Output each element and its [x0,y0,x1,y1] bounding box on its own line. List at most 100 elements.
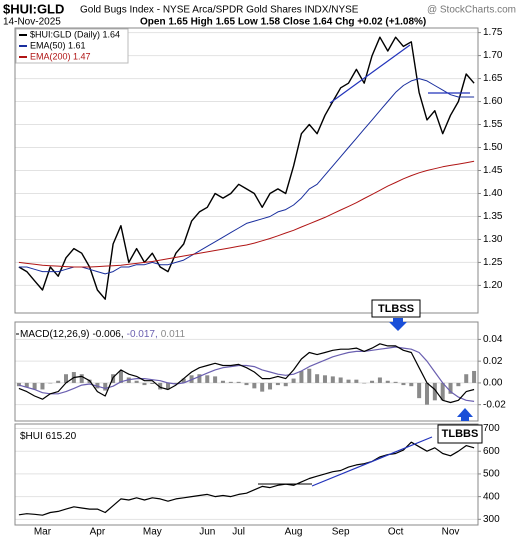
x-tick-label: Aug [285,527,303,538]
histogram-bar [346,379,351,383]
trend-line [329,44,411,104]
quote: Open 1.65 High 1.65 Low 1.58 Close 1.64 … [140,17,426,28]
legend-label: EMA(50) 1.61 [30,40,86,50]
y-tick-label: 1.45 [483,165,503,176]
legend-value: -0.006, [92,329,123,340]
y-tick-label: 0.04 [483,334,503,345]
histogram-bar [432,382,437,401]
histogram-bar [456,382,461,387]
annotation-box [371,299,421,318]
series-line [18,441,475,516]
histogram-bar [103,382,108,391]
y-tick-label: 1.35 [483,211,503,222]
y-tick-label: 700 [483,423,500,434]
x-tick-label: Oct [388,527,404,538]
histogram-bar [48,382,53,384]
histogram-bar [362,382,367,384]
histogram-bar [283,382,288,387]
histogram-bar [134,380,139,383]
histogram-bar [307,368,312,383]
histogram-bar [385,380,390,383]
legend-name: $HUI 615.20 [20,431,77,442]
histogram-bar [448,382,453,394]
histogram-bar [24,382,29,388]
histogram-bar [197,374,202,383]
series-line [18,343,475,404]
panels: 1.20 1.25 1.30 1.35 1.40 1.45 1.50 1.55 1.60 1.65… [14,27,506,538]
histogram-bar [32,382,37,390]
histogram-bar [370,380,375,383]
subtitle: Gold Bugs Index - NYSE Arca/SPDR Gold Sh… [80,5,359,16]
histogram-bar [158,382,163,390]
histogram-bar [409,382,414,387]
legend-label: MACD(12,26,9) -0.006, -0.017, 0.011 [20,329,185,340]
histogram-bar [424,382,429,405]
histogram-bar [472,370,477,383]
legend-label: EMA(200) 1.47 [30,51,91,61]
legend-value: 0.011 [161,329,186,340]
legend-label: $HUI 615.20 [20,431,77,442]
histogram-bar [213,376,218,383]
y-tick-label: 1.40 [483,188,503,199]
y-tick-label: 1.65 [483,73,503,84]
legend-box [15,28,129,64]
histogram-bar [150,382,155,385]
source: @ StockCharts.com [427,5,516,16]
legend-value: -0.017, [127,329,158,340]
histogram-bar [244,382,249,386]
legend-name: MACD(12,26,9) [20,329,89,340]
arrow [457,408,473,421]
x-tick-label: Nov [442,527,460,538]
panel-frame [14,423,479,526]
histogram-bar [417,382,422,399]
legend-label: $HUI:GLD (Daily) 1.64 [30,29,120,39]
series-line [18,36,475,300]
histogram-bar [393,381,398,383]
y-tick-label: 1.75 [483,27,503,38]
histogram-bar [64,374,69,383]
histogram-bar [322,375,327,383]
series-line [18,78,475,275]
histogram-bar [16,382,21,387]
histogram-bar [205,375,210,383]
x-tick-label: Jun [199,527,215,538]
histogram-bar [377,377,382,383]
y-tick-label: 1.60 [483,96,503,107]
x-tick-label: May [143,527,162,538]
histogram-bar [79,374,84,383]
histogram-bar [401,382,406,386]
histogram-bar [228,381,233,383]
annotation: TLBSS [378,303,414,315]
histogram-bar [299,370,304,383]
histogram-bar [315,374,320,383]
y-tick-label: 400 [483,491,500,502]
y-tick-label: 1.70 [483,50,503,61]
date: 14-Nov-2025 [3,17,61,28]
histogram-bar [118,370,123,383]
panel-frame [14,321,479,422]
histogram-bar [291,378,296,383]
panel-frame [14,27,479,314]
x-tick-label: Mar [34,527,52,538]
series-line [18,160,475,268]
histogram-bar [275,382,280,386]
y-tick-label: 1.25 [483,257,503,268]
histogram-bar [440,382,445,401]
histogram-bar [464,374,469,383]
x-tick-label: Sep [332,527,350,538]
histogram-bar [40,382,45,390]
annotation: TLBBS [442,428,479,440]
histogram-bar [252,382,257,389]
histogram-bar [142,382,147,386]
y-tick-label: 0.00 [483,378,503,389]
arrow [389,318,407,331]
histogram-bar [268,382,273,390]
y-tick-label: 300 [483,514,500,525]
annotation-box [437,424,483,444]
histogram-bar [236,381,241,383]
symbol: $HUI:GLD [3,1,64,16]
histogram-bar [260,382,265,392]
x-tick-label: Jul [232,527,245,538]
